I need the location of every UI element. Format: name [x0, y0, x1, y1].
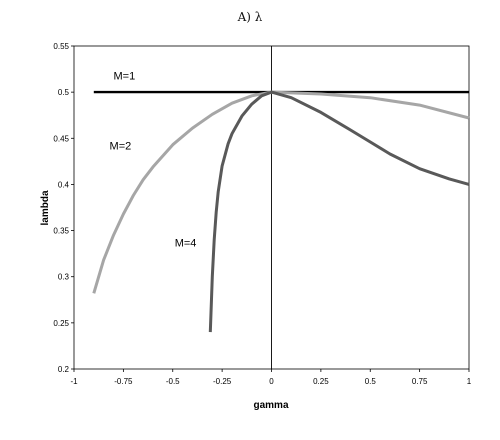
x-tick-label: 1	[467, 377, 472, 386]
y-tick-label: 0.5	[58, 88, 70, 97]
series-label-m1: M=1	[114, 71, 136, 83]
x-tick-label: -0.25	[213, 377, 232, 386]
y-tick-label: 0.55	[53, 42, 69, 51]
x-tick-label: -0.5	[166, 377, 180, 386]
series-line-m4	[208, 90, 470, 333]
series-label-m4: M=4	[175, 237, 197, 249]
x-tick-label: -1	[70, 377, 78, 386]
x-tick-label: 0	[269, 377, 274, 386]
x-tick-label: 0.75	[412, 377, 428, 386]
y-tick-label: 0.3	[58, 273, 70, 282]
x-tick-label: -0.75	[114, 377, 133, 386]
series-label-m2: M=2	[110, 140, 132, 152]
y-tick-label: 0.35	[53, 227, 69, 236]
chart-title: A) λ	[237, 10, 263, 24]
x-axis-label: gamma	[253, 400, 288, 411]
y-axis-label: lambda	[40, 190, 51, 225]
y-tick-label: 0.45	[53, 134, 69, 143]
x-tick-label: 0.5	[365, 377, 377, 386]
y-tick-label: 0.25	[53, 319, 69, 328]
x-tick-label: 0.25	[313, 377, 329, 386]
series-line-m2	[92, 90, 470, 294]
y-tick-label: 0.2	[58, 365, 70, 374]
y-tick-label: 0.4	[58, 180, 70, 189]
